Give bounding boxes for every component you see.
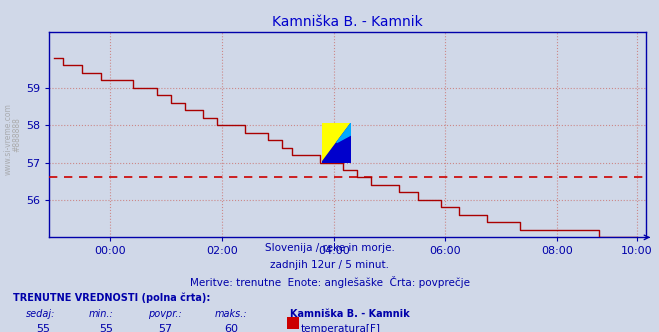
Text: 57: 57 xyxy=(158,324,172,332)
Text: 55: 55 xyxy=(99,324,113,332)
Polygon shape xyxy=(322,123,351,163)
Title: Kamniška B. - Kamnik: Kamniška B. - Kamnik xyxy=(272,15,423,29)
Text: 60: 60 xyxy=(224,324,238,332)
Text: maks.:: maks.: xyxy=(214,309,247,319)
Text: povpr.:: povpr.: xyxy=(148,309,182,319)
Text: Kamniška B. - Kamnik: Kamniška B. - Kamnik xyxy=(290,309,410,319)
Text: temperatura[F]: temperatura[F] xyxy=(301,324,381,332)
Polygon shape xyxy=(337,123,351,143)
Text: #888888: #888888 xyxy=(12,117,21,152)
Text: zadnjih 12ur / 5 minut.: zadnjih 12ur / 5 minut. xyxy=(270,260,389,270)
Text: sedaj:: sedaj: xyxy=(26,309,56,319)
Text: min.:: min.: xyxy=(89,309,114,319)
Text: TRENUTNE VREDNOSTI (polna črta):: TRENUTNE VREDNOSTI (polna črta): xyxy=(13,293,211,303)
Text: 55: 55 xyxy=(36,324,50,332)
Polygon shape xyxy=(322,123,351,143)
Polygon shape xyxy=(322,123,337,163)
Text: Meritve: trenutne  Enote: anglešaške  Črta: povprečje: Meritve: trenutne Enote: anglešaške Črta… xyxy=(190,276,469,288)
Text: www.si-vreme.com: www.si-vreme.com xyxy=(3,104,13,175)
Text: Slovenija / reke in morje.: Slovenija / reke in morje. xyxy=(264,243,395,253)
